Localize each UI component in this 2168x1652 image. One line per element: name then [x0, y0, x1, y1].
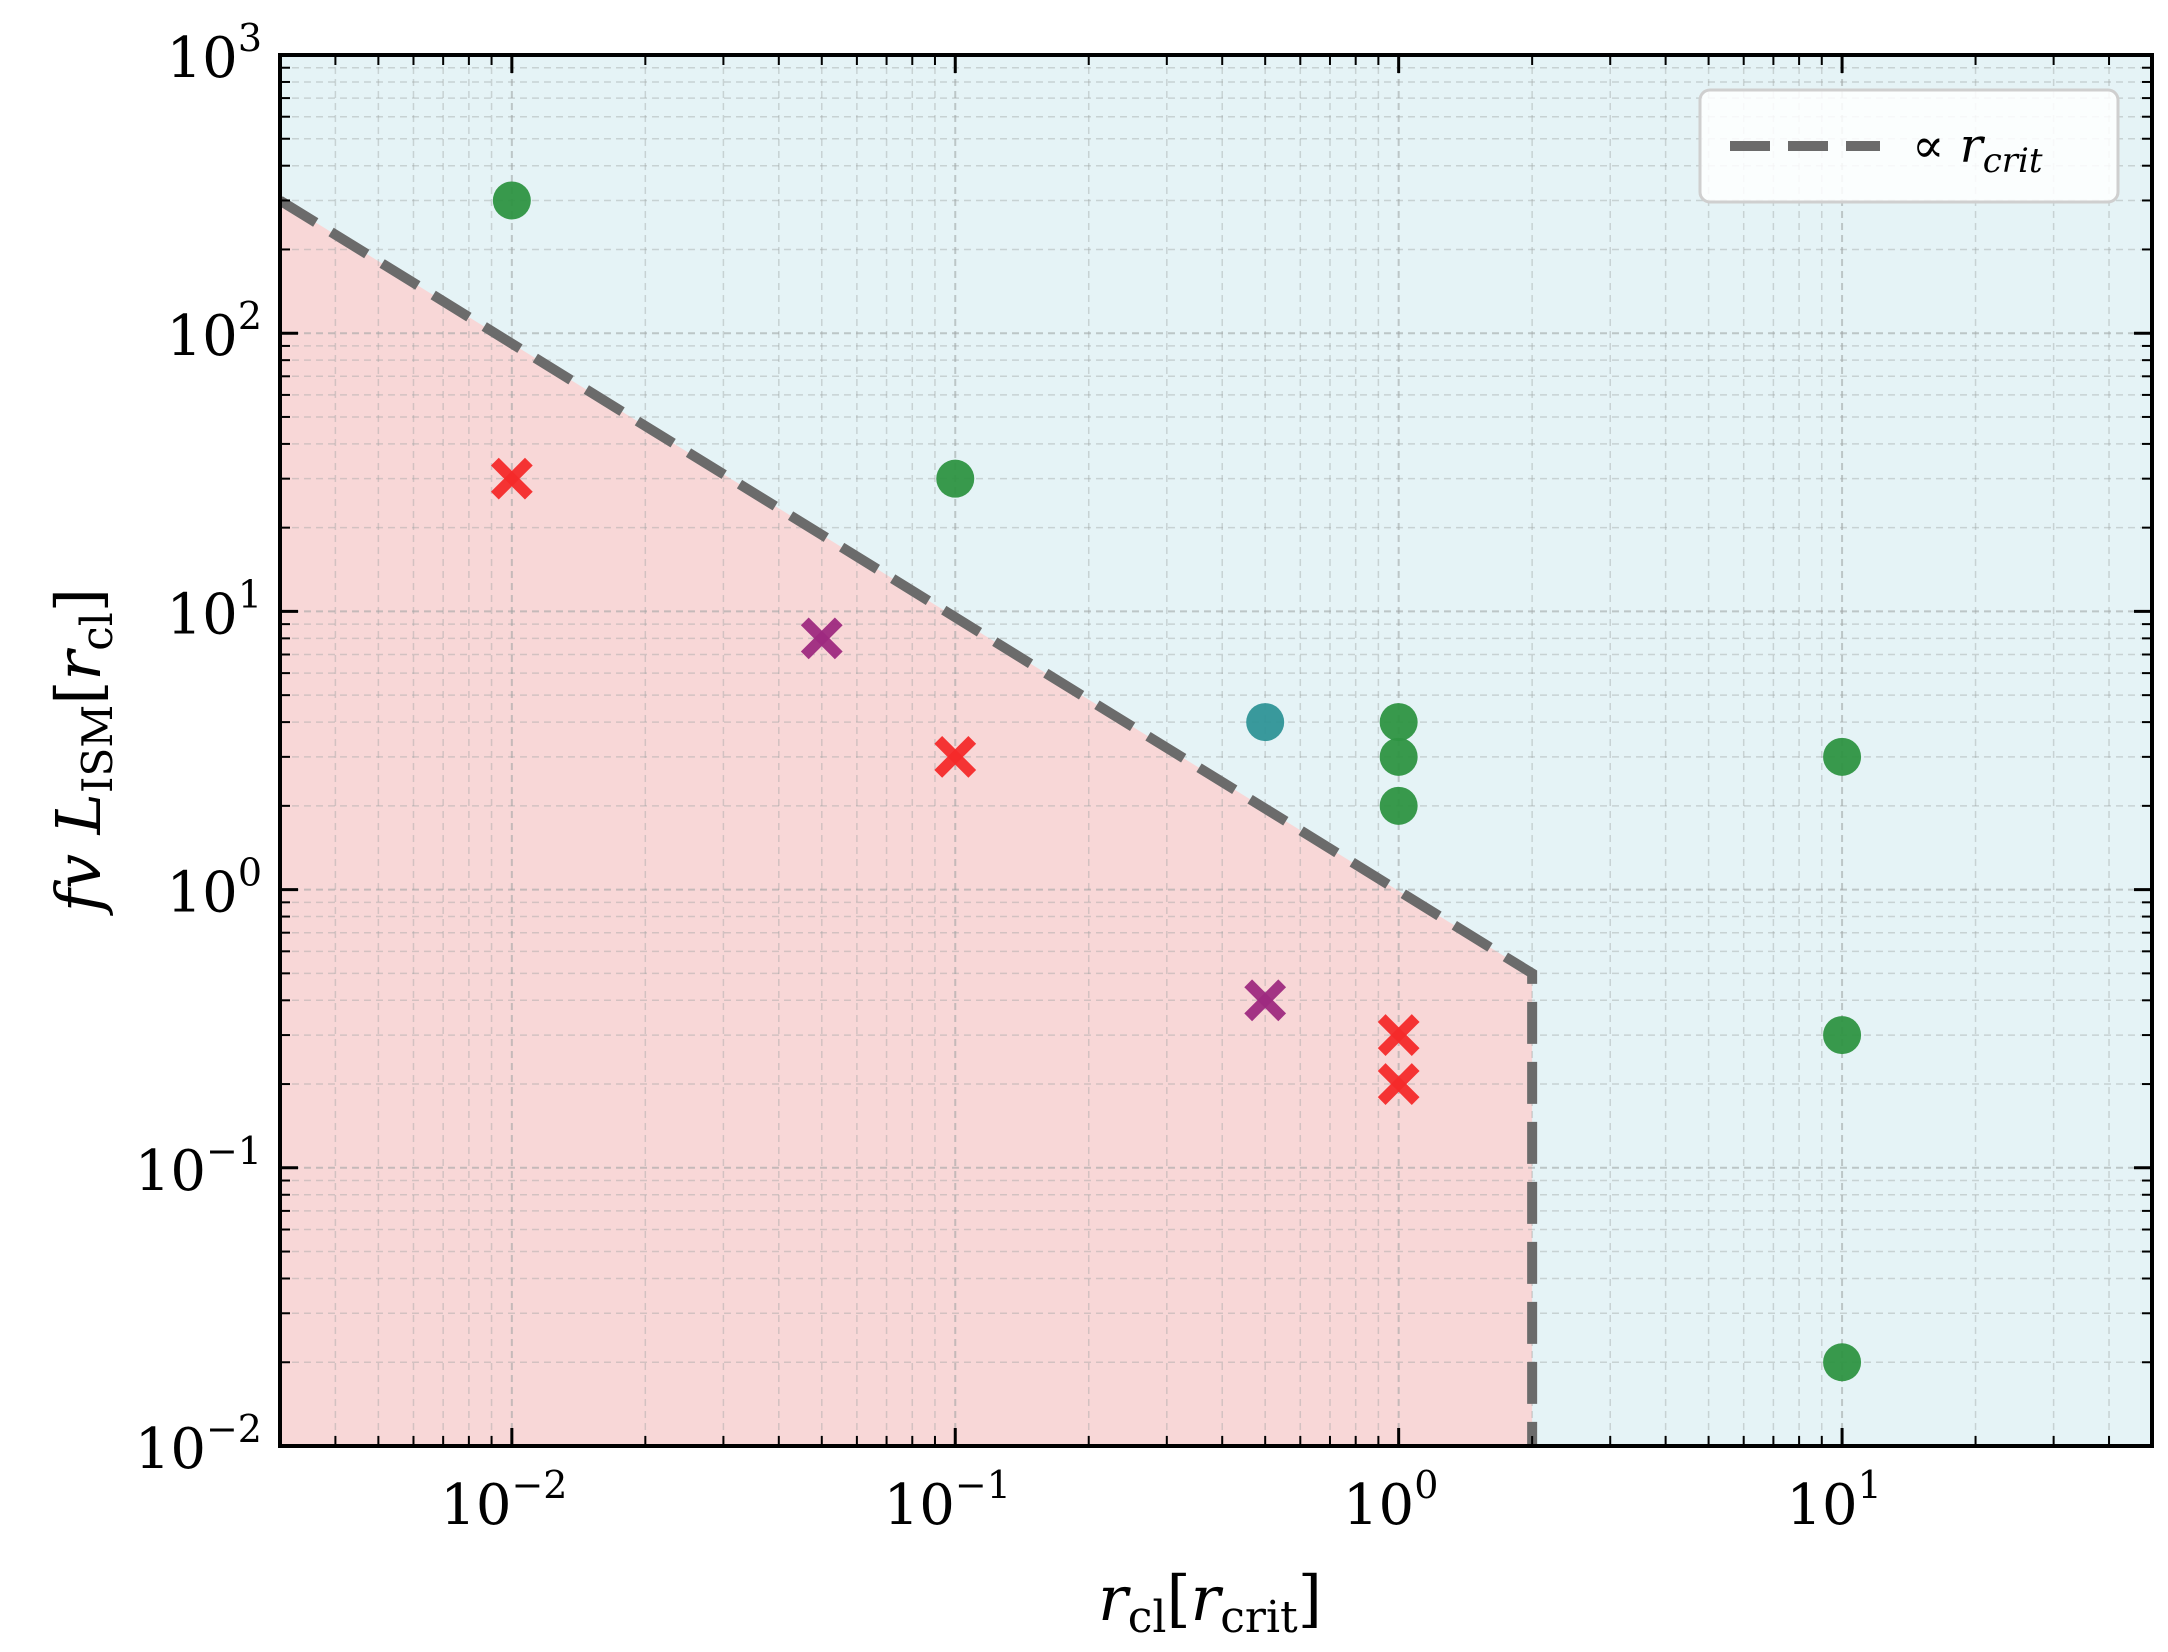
y-tick-label: 101	[167, 572, 262, 647]
plot-frame	[278, 53, 2154, 1448]
cross-stroke	[1377, 1014, 1420, 1056]
cross-stroke	[934, 735, 977, 778]
data-point-circle	[1823, 1343, 1862, 1382]
region-layer	[280, 55, 2152, 1446]
x-tick-label: 101	[1786, 1463, 1881, 1538]
y-tick-label: 100	[167, 851, 262, 926]
data-point-cross	[934, 735, 977, 778]
cross-stroke	[1377, 1063, 1420, 1105]
boundary-layer	[280, 196, 1538, 1446]
data-point-circle	[1379, 703, 1418, 742]
data-point-circle	[1379, 786, 1418, 825]
data-point-circle	[1823, 1016, 1862, 1055]
y-axis-label: fv LISM[rcl]	[42, 588, 123, 916]
inside-region	[280, 200, 1533, 1446]
legend-box	[1698, 88, 2120, 204]
y-tick-label: 102	[167, 294, 262, 369]
data-point-cross	[490, 457, 533, 500]
boundary-line	[280, 196, 1538, 1446]
legend: ∝ rcrit	[1698, 88, 2120, 204]
x-tick-label: 100	[1343, 1463, 1438, 1538]
y-tick-label: 10−1	[135, 1129, 262, 1204]
legend-label: ∝ rcrit	[1912, 118, 2043, 181]
marks-layer	[490, 181, 1862, 1382]
cross-stroke	[490, 457, 533, 500]
data-point-circle	[936, 459, 975, 498]
data-point-cross	[1377, 1014, 1420, 1056]
x-axis-label: rcl[rcrit]	[1098, 1562, 1322, 1643]
data-point-circle	[1823, 737, 1862, 776]
data-point-circle	[492, 181, 531, 220]
data-point-cross	[800, 617, 843, 660]
cross-stroke	[800, 617, 843, 660]
data-point-circle	[1379, 737, 1418, 776]
x-tick-label: 10−2	[440, 1463, 567, 1538]
y-tick-label: 10−2	[135, 1407, 262, 1482]
x-tick-label: 10−1	[884, 1463, 1011, 1538]
data-point-cross	[1244, 979, 1287, 1022]
data-point-cross	[1377, 1063, 1420, 1105]
data-point-circle	[1246, 703, 1285, 742]
y-tick-label: 103	[167, 16, 262, 91]
cross-stroke	[1244, 979, 1287, 1022]
tick-labels-layer: 10−2 10−1 100 101 10−2 10−1 100 101 102 103	[135, 16, 1882, 1538]
